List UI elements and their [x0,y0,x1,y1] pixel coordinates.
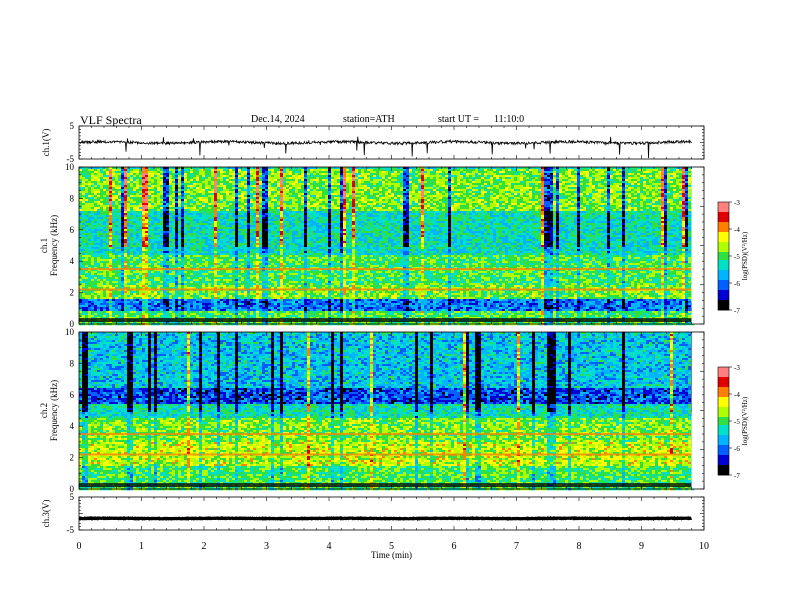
time-tick-label: 0 [77,541,82,552]
ch1-spectrogram-colorbar: -3 -4 -5 -6 -7 [718,199,740,315]
ch2-spectrogram-colorbar-tick-label: -5 [734,418,740,426]
ch2-spectrogram-image [79,332,694,490]
ch1-spectrogram-image [79,167,694,325]
time-axis-label: Time (min) [371,550,412,560]
ch2-spectrogram-colorbar: -3 -4 -5 -6 -7 [718,364,740,480]
ch3-waveform-ytick-label: 5 [70,492,75,502]
ch1-spectrogram-colorbar-tick-label: -7 [734,307,740,315]
ch1-spectrogram-colorbar-tick-label: -3 [734,199,740,207]
ch2-spectrogram-colorbar-tick-label: -4 [734,391,740,399]
ch3-waveform-frame [79,497,704,530]
ch1-spectrogram-ylabel: ch.1 [39,238,49,253]
time-tick-label: 7 [514,541,519,552]
ch1-spectrogram-colorbar-tick-label: -4 [734,226,740,234]
ch1-spectrogram-ylabel-1: Frequency (kHz) [49,215,59,276]
ch2-spectrogram-ytick-label: 8 [70,358,75,368]
ch1-spectrogram-colorbar-tick-label: -5 [734,253,740,261]
ch2-spectrogram-ytick-label: 4 [70,421,75,431]
ch1-spectrogram-colorbar-tick-label: -6 [734,280,740,288]
ch2-spectrogram-ytick-label: 2 [70,453,75,463]
time-tick-label: 4 [327,541,332,552]
ch2-spectrogram-colorbar-label: log(PSD)(V²/Hz) [741,396,749,445]
time-tick-label: 10 [699,541,709,552]
ch3-waveform-trace [79,518,692,519]
ch1-waveform-ytick-label: 5 [70,121,75,131]
ch1-spectrogram-ytick-label: 8 [70,193,75,203]
ch2-spectrogram-colorbar-tick-label: -3 [734,364,740,372]
ch1-spectrogram-ytick-label: 2 [70,288,75,298]
ch2-spectrogram-ylabel: ch.2 [39,403,49,418]
ch2-spectrogram-ytick-label: 10 [65,327,75,337]
ch2-spectrogram-ytick-label: 6 [70,390,75,400]
ch1-spectrogram-colorbar-label: log(PSD)(V²/Hz) [741,231,749,280]
ch2-spectrogram-ylabel-1: Frequency (kHz) [49,380,59,441]
ch1-waveform-ylabel: ch.1(V) [41,129,51,157]
ch1-waveform-trace [79,137,692,158]
time-tick-label: 1 [139,541,144,552]
time-tick-label: 6 [452,541,457,552]
time-tick-label: 8 [577,541,582,552]
ch1-spectrogram-ytick-label: 6 [70,225,75,235]
time-tick-label: 9 [639,541,644,552]
ch2-spectrogram-colorbar-tick-label: -7 [734,472,740,480]
time-tick-label: 2 [202,541,207,552]
ch1-spectrogram-ytick-label: 10 [65,162,75,172]
time-tick-label: 3 [264,541,269,552]
ch3-waveform-ytick-label: -5 [67,525,75,535]
ch3-waveform-ylabel: ch.3(V) [41,500,51,528]
ch1-spectrogram-ytick-label: 4 [70,256,75,266]
ch2-spectrogram-colorbar-tick-label: -6 [734,445,740,453]
